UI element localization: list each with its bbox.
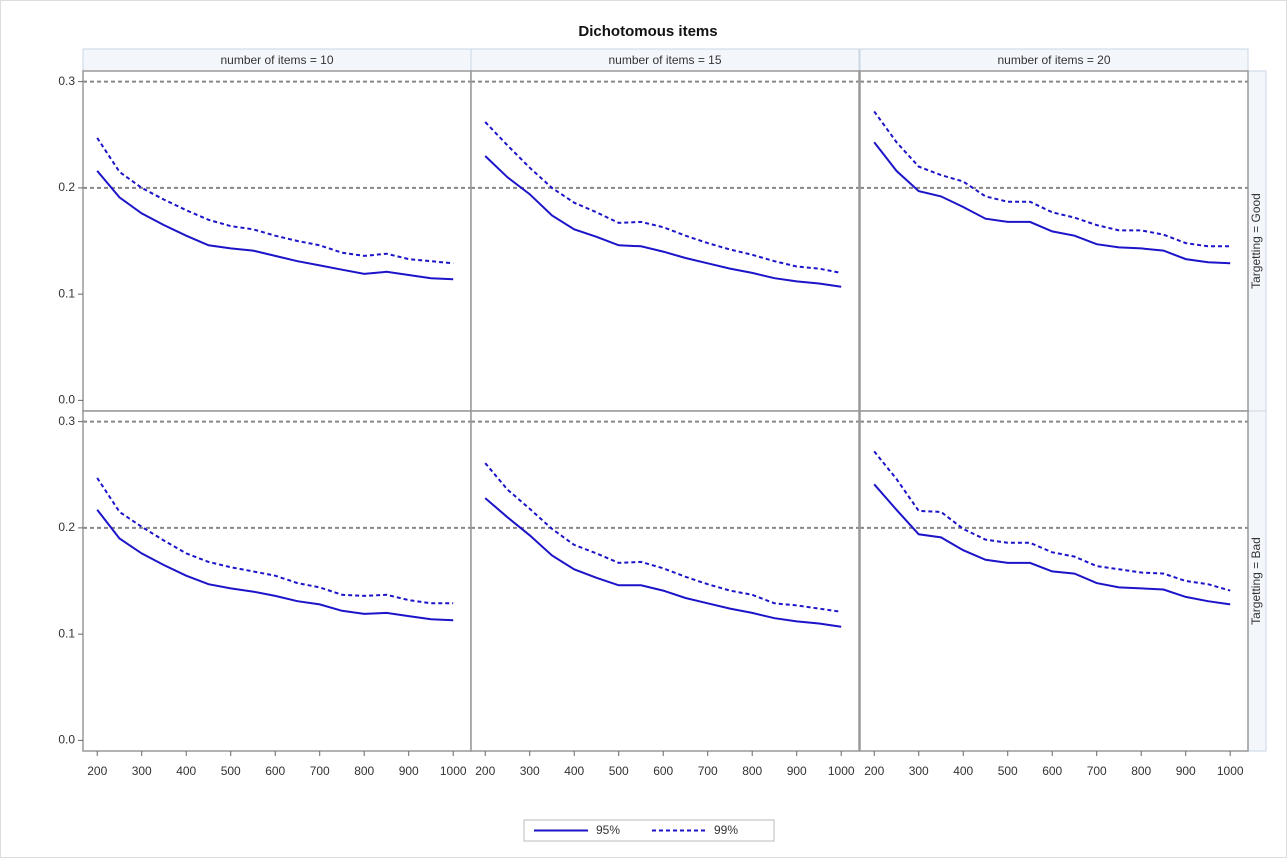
- chart-title: Dichotomous items: [578, 23, 717, 40]
- series-line: [96, 509, 454, 622]
- panel-border: [859, 410, 1249, 752]
- series-line: [873, 450, 1231, 592]
- series-line: [96, 170, 454, 281]
- series-line: [484, 155, 842, 288]
- x-tick-label: 800: [1131, 764, 1151, 778]
- column-header-label: number of items = 10: [220, 53, 333, 67]
- y-tick-label: 0.2: [58, 180, 75, 194]
- column-header-label: number of items = 20: [997, 53, 1110, 67]
- x-tick-label: 700: [310, 764, 330, 778]
- x-tick-label: 1000: [440, 764, 467, 778]
- row-header-label: Targetting = Bad: [1249, 537, 1263, 625]
- y-tick-label: 0.1: [58, 286, 75, 300]
- panel-border: [470, 410, 860, 752]
- x-tick-label: 300: [132, 764, 152, 778]
- x-tick-label: 900: [1176, 764, 1196, 778]
- panel: [860, 71, 1248, 411]
- x-tick-label: 600: [265, 764, 285, 778]
- x-tick-label: 500: [609, 764, 629, 778]
- x-tick-label: 300: [909, 764, 929, 778]
- x-tick-label: 1000: [1217, 764, 1244, 778]
- series-line: [96, 477, 454, 605]
- x-tick-label: 300: [520, 764, 540, 778]
- series-line: [484, 121, 842, 274]
- column-header-label: number of items = 15: [608, 53, 721, 67]
- x-tick-label: 700: [1087, 764, 1107, 778]
- legend-label: 95%: [596, 823, 620, 837]
- x-tick-label: 500: [221, 764, 241, 778]
- y-tick-label: 0.1: [58, 626, 75, 640]
- x-tick-label: 1000: [828, 764, 855, 778]
- series-line: [96, 137, 454, 265]
- series-line: [873, 141, 1231, 265]
- x-tick-label: 800: [742, 764, 762, 778]
- panel: [83, 71, 471, 411]
- x-tick-label: 600: [653, 764, 673, 778]
- x-tick-label: 400: [564, 764, 584, 778]
- x-tick-label: 500: [998, 764, 1018, 778]
- x-tick-label: 200: [475, 764, 495, 778]
- legend-box: [523, 819, 775, 842]
- x-tick-label: 400: [953, 764, 973, 778]
- x-tick-label: 400: [176, 764, 196, 778]
- x-tick-label: 700: [698, 764, 718, 778]
- panel: [471, 71, 859, 411]
- series-line: [484, 497, 842, 628]
- panel: [83, 411, 471, 751]
- y-tick-label: 0.0: [58, 393, 75, 407]
- x-tick-label: 200: [87, 764, 107, 778]
- y-tick-label: 0.0: [58, 733, 75, 747]
- series-line: [484, 462, 842, 613]
- legend: 95% 99%: [523, 819, 775, 842]
- x-tick-label: 800: [354, 764, 374, 778]
- series-line: [873, 110, 1231, 248]
- x-tick-label: 900: [399, 764, 419, 778]
- x-tick-label: 200: [864, 764, 884, 778]
- panel: [471, 411, 859, 751]
- row-header-label: Targetting = Good: [1249, 193, 1263, 289]
- x-tick-label: 900: [787, 764, 807, 778]
- y-tick-label: 0.3: [58, 414, 75, 428]
- legend-label: 99%: [714, 823, 738, 837]
- y-tick-label: 0.2: [58, 520, 75, 534]
- x-tick-label: 600: [1042, 764, 1062, 778]
- series-line: [873, 483, 1231, 606]
- y-tick-label: 0.3: [58, 74, 75, 88]
